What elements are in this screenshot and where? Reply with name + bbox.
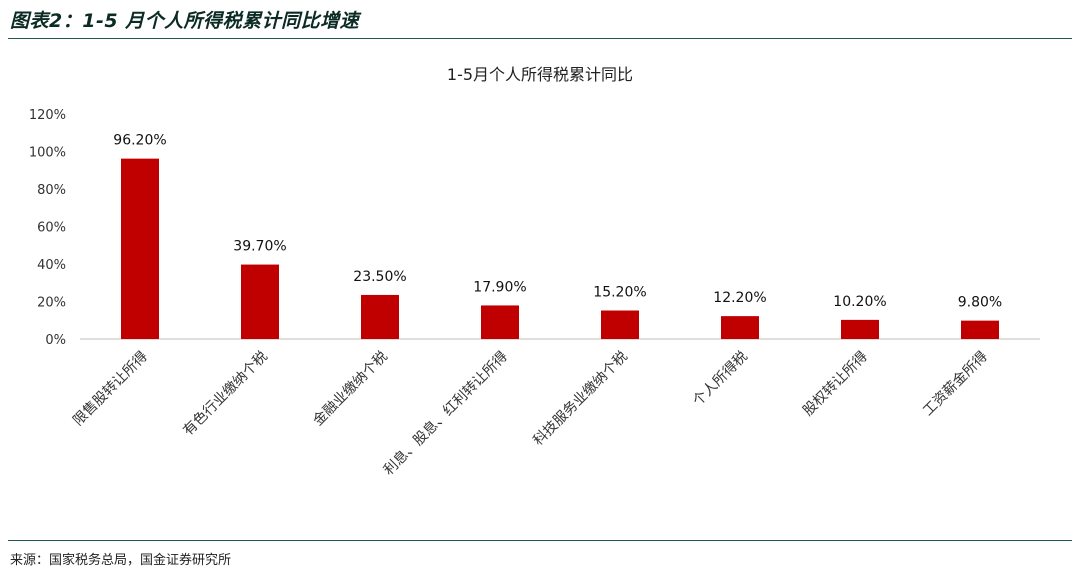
source-note: 来源：国家税务总局，国金证券研究所: [10, 553, 232, 568]
bar: [361, 294, 399, 339]
bar: [601, 310, 639, 339]
y-tick-label: 60%: [37, 221, 66, 236]
bar: [121, 158, 159, 339]
bar: [841, 319, 879, 339]
figure-header-title: 图表2：1-5 月个人所得税累计同比增速: [10, 10, 360, 32]
data-label: 15.20%: [593, 285, 646, 301]
bars-group: [121, 158, 999, 339]
data-label: 39.70%: [233, 239, 286, 255]
y-tick-label: 20%: [37, 296, 66, 311]
category-label: 有色行业缴纳个税: [180, 348, 271, 439]
y-axis-ticks: 0% 20% 40% 60% 80% 100% 120%: [29, 108, 66, 348]
data-label: 96.20%: [113, 133, 166, 149]
y-tick-label: 0%: [45, 333, 66, 348]
category-label: 工资薪金所得: [919, 348, 990, 419]
category-label: 科技服务业缴纳个税: [530, 349, 630, 449]
category-label: 限售股转让所得: [70, 348, 151, 429]
y-tick-label: 100%: [29, 146, 66, 161]
data-label: 17.90%: [473, 279, 526, 295]
category-label: 金融业缴纳个税: [310, 349, 391, 430]
category-label: 个人所得税: [689, 348, 751, 410]
data-label: 12.20%: [713, 290, 766, 306]
category-label: 股权转让所得: [799, 348, 870, 419]
data-label: 10.20%: [833, 294, 886, 310]
data-label: 23.50%: [353, 269, 406, 285]
header-rule: [8, 38, 1072, 39]
chart-title: 1-5月个人所得税累计同比: [447, 65, 633, 84]
data-labels-group: 96.20% 39.70% 23.50% 17.90% 15.20% 12.20% 10.2…: [113, 133, 1002, 311]
bar: [481, 305, 519, 339]
y-tick-label: 80%: [37, 183, 66, 198]
category-label: 利息、股息、红利转让所得: [380, 348, 511, 479]
y-tick-label: 120%: [29, 108, 66, 123]
y-tick-label: 40%: [37, 258, 66, 273]
footer-rule: [8, 540, 1072, 541]
bar: [721, 316, 759, 339]
bar: [961, 320, 999, 339]
bar-chart: 1-5月个人所得税累计同比 0% 20% 40% 60% 80% 100% 120% 96.…: [29, 65, 1040, 479]
data-label: 9.80%: [958, 295, 1002, 311]
bar: [241, 264, 279, 339]
